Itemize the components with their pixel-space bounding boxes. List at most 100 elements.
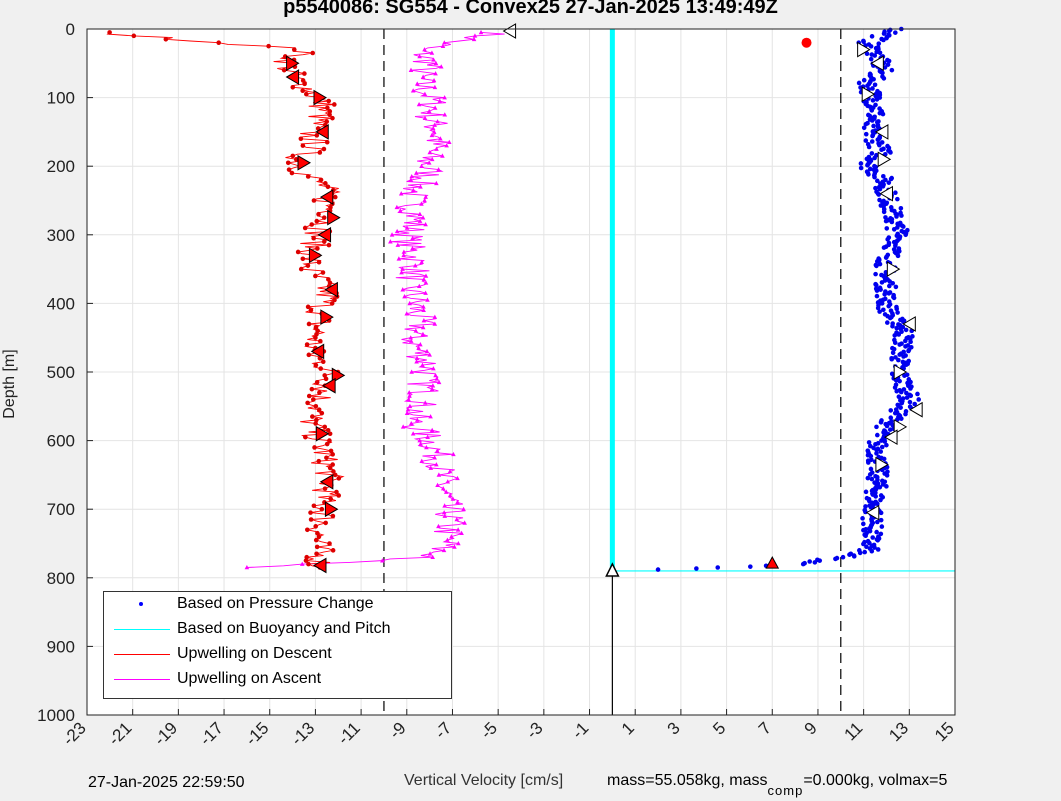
descent-point: [324, 119, 330, 124]
descent-point: [326, 98, 332, 104]
ascent-point: [428, 465, 434, 470]
ascent-point: [421, 318, 427, 323]
descent-triangle-marker: [319, 473, 334, 490]
ascent-point: [410, 246, 415, 251]
pressure-point: [897, 378, 902, 384]
pressure-point: [885, 320, 890, 325]
descent-point: [321, 215, 327, 220]
pressure-point: [892, 340, 898, 346]
y-tick-label: 800: [47, 569, 75, 588]
ascent-point: [440, 486, 446, 491]
ascent-point: [408, 335, 414, 340]
x-tick-label: 9: [801, 718, 821, 738]
pressure-point: [881, 456, 887, 462]
pressure-point: [883, 215, 888, 220]
pressure-point: [884, 442, 889, 448]
descent-triangle-marker: [297, 154, 311, 171]
pressure-triangle-marker: [909, 401, 923, 418]
pressure-point: [895, 196, 900, 202]
ascent-point: [401, 249, 407, 254]
descent-point: [291, 47, 297, 52]
descent-point: [313, 421, 318, 426]
ascent-point: [422, 198, 427, 203]
pressure-point: [879, 147, 884, 153]
pressure-point: [879, 140, 885, 145]
pressure-point: [881, 37, 886, 43]
pressure-point: [879, 444, 885, 450]
pressure-point: [873, 282, 879, 288]
ascent-point: [455, 527, 461, 532]
pressure-point: [891, 346, 897, 352]
pressure-point: [867, 528, 873, 534]
x-tick-label: 3: [664, 718, 684, 738]
pressure-point: [875, 305, 881, 311]
pressure-point: [869, 151, 875, 156]
descent-point: [328, 448, 334, 454]
descent-point: [325, 428, 331, 433]
pressure-point: [894, 214, 899, 219]
legend-line-icon: [114, 629, 170, 630]
pressure-point: [896, 357, 901, 363]
descent-point: [311, 198, 317, 203]
pressure-point: [902, 373, 907, 378]
pressure-point: [817, 558, 823, 563]
y-tick-label: 200: [47, 157, 75, 176]
pressure-point: [864, 544, 869, 550]
descent-point: [314, 133, 320, 138]
pressure-point: [896, 332, 902, 337]
descent-point: [305, 400, 310, 406]
descent-point: [321, 239, 327, 244]
descent-point: [300, 256, 306, 262]
pressure-point: [897, 342, 902, 347]
descent-triangle-marker: [327, 209, 341, 226]
legend-label: Based on Buoyancy and Pitch: [177, 620, 391, 637]
legend: Based on Pressure Change Based on Buoyan…: [103, 591, 452, 699]
pressure-point: [863, 504, 868, 509]
pressure-point: [857, 550, 863, 556]
descent-point: [304, 91, 309, 97]
descent-point: [302, 225, 308, 231]
pressure-point: [893, 377, 899, 383]
pressure-point: [872, 545, 877, 550]
x-tick-label: -17: [196, 718, 227, 749]
descent-point: [313, 404, 319, 409]
pressure-point: [903, 338, 908, 344]
pressure-point: [694, 566, 699, 571]
descent-point: [318, 177, 324, 183]
descent-point: [305, 527, 310, 533]
x-tick-label: -15: [242, 718, 273, 749]
pressure-point: [890, 280, 896, 286]
x-tick-label: 5: [709, 718, 729, 738]
pressure-point: [881, 31, 887, 36]
pressure-point: [874, 447, 879, 453]
pressure-point: [871, 123, 876, 129]
x-tick-label: -21: [105, 718, 136, 749]
pressure-point: [865, 475, 871, 481]
ascent-point: [394, 228, 400, 234]
pressure-point: [903, 232, 908, 238]
descent-point: [314, 218, 320, 224]
pressure-point: [875, 178, 880, 184]
ascent-point: [419, 201, 424, 206]
ascent-point: [425, 434, 430, 439]
pressure-point: [882, 65, 888, 70]
pressure-point: [893, 30, 898, 35]
pressure-point: [892, 333, 898, 338]
pressure-point: [869, 548, 875, 554]
ascent-point: [440, 153, 445, 158]
ascent-point: [380, 558, 385, 563]
y-tick-label: 500: [47, 363, 75, 382]
y-tick-label: 600: [47, 432, 75, 451]
descent-point: [331, 469, 336, 474]
ascent-point: [434, 462, 439, 467]
pressure-point: [833, 556, 838, 562]
descent-point: [318, 366, 324, 371]
pressure-point: [875, 537, 881, 543]
x-tick-label: -5: [477, 718, 501, 742]
ascent-point: [244, 565, 250, 570]
ascent-point: [441, 510, 447, 515]
ascent-point: [472, 33, 478, 38]
descent-point: [290, 85, 296, 90]
pressure-point: [861, 521, 866, 527]
pressure-point: [887, 283, 892, 289]
